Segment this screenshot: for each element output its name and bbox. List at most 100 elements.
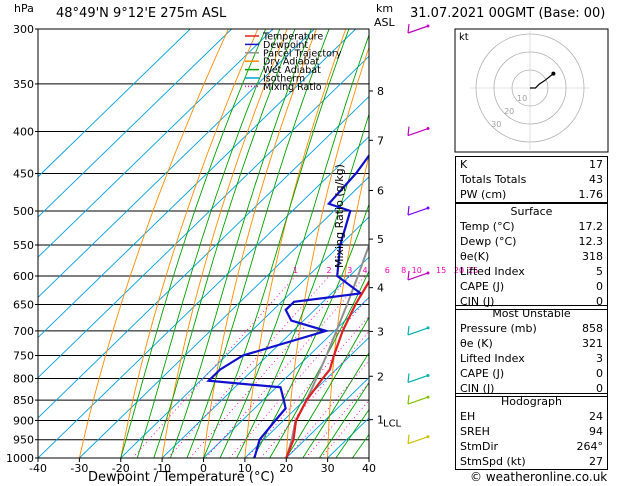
wet-adiabat-line: [252, 203, 369, 458]
legend-label: Temperature: [262, 32, 323, 43]
mu-thetae-row: θe (K) 321: [456, 336, 607, 351]
surface-temp-row: Temp (°C) 17.2: [456, 219, 607, 234]
legend-label: Mixing Ratio: [263, 82, 322, 93]
wind-barb: [407, 374, 429, 384]
temperature-tick-label: -30: [70, 462, 88, 475]
mixing-ratio-axis-label: Mixing Ratio (g/kg): [333, 164, 346, 268]
wet-adiabat-line: [153, 29, 296, 458]
pw-row: PW (cm) 1.76: [456, 187, 607, 202]
pressure-tick-label: 1000: [6, 452, 34, 465]
dry-adiabat-line: [120, 29, 259, 458]
sreh-row: SREH 94: [456, 424, 607, 439]
wind-barb: [407, 25, 429, 34]
wet-adiabat-line: [269, 270, 369, 458]
km-tick-label: 8: [377, 85, 384, 98]
surface-cape-label: CAPE (J): [460, 280, 505, 293]
wind-barb-feather: [407, 373, 410, 383]
wind-barb-feather: [407, 23, 410, 34]
mu-thetae-label: θe (K): [460, 337, 493, 350]
sreh-label: SREH: [460, 425, 490, 438]
dewpoint-profile: [206, 153, 369, 458]
location-title: 48°49'N 9°12'E 275m ASL: [56, 6, 227, 21]
wet-adiabat-line: [236, 112, 369, 458]
mixing-ratio-line: [167, 275, 330, 458]
temperature-tick-label: -10: [153, 462, 171, 475]
eh-row: EH 24: [456, 409, 607, 424]
surface-cin-label: CIN (J): [460, 295, 495, 308]
eh-value: 24: [589, 410, 603, 423]
mu-li-label: Lifted Index: [460, 352, 525, 365]
pw-value: 1.76: [578, 188, 604, 201]
surface-cin-row: CIN (J) 0: [456, 294, 607, 309]
mu-pressure-value: 858: [582, 322, 603, 335]
hodograph-ring-label: 10: [517, 94, 527, 103]
surface-cape-value: 0: [596, 280, 603, 293]
wind-barb-tip: [426, 127, 430, 131]
pressure-tick-label: 850: [13, 394, 34, 407]
pressure-tick-label: 350: [13, 78, 34, 91]
wind-barb-feather: [407, 395, 410, 405]
temperature-tick-label: 20: [279, 462, 293, 475]
temperature-tick-label: 10: [238, 462, 252, 475]
dry-adiabat-line: [285, 45, 369, 458]
dry-adiabat-line: [78, 29, 229, 458]
legend-label: Dry Adiabat: [263, 57, 320, 68]
wind-barb-feather: [407, 434, 410, 444]
surface-dewp-row: Dewp (°C) 12.3: [456, 234, 607, 249]
km-tick-label: 7: [377, 134, 384, 147]
mixing-ratio-label: 4: [363, 266, 368, 275]
wind-barb-tip: [426, 395, 430, 399]
wet-adiabat-line: [285, 316, 369, 458]
isotherm-line: [38, 29, 274, 258]
pressure-tick-label: 400: [13, 126, 34, 139]
surface-temp-label: Temp (°C): [460, 220, 515, 233]
wind-barb-feather: [407, 126, 410, 136]
mixing-ratio-label: 15: [436, 266, 446, 275]
km-tick-label: 1: [377, 414, 384, 427]
wet-adiabat-line: [186, 29, 330, 458]
legend-label: Dewpoint: [263, 40, 308, 51]
mixing-ratio-line: [305, 381, 369, 458]
mixing-ratio-label: 25: [468, 266, 478, 275]
wet-adiabat-line: [169, 29, 312, 458]
isotherm-line: [285, 377, 369, 458]
mu-li-value: 3: [596, 352, 603, 365]
mu-cin-row: CIN (J) 0: [456, 381, 607, 396]
pressure-tick-label: 650: [13, 299, 34, 312]
km-tick-label: 4: [377, 282, 384, 295]
mu-cape-row: CAPE (J) 0: [456, 366, 607, 381]
surface-panel: Surface Temp (°C) 17.2 Dewp (°C) 12.3 θe(K…: [455, 203, 608, 310]
pressure-tick-label: 450: [13, 167, 34, 180]
mixing-ratio-label: 3: [347, 266, 352, 275]
wind-barb: [407, 207, 429, 216]
mu-pressure-row: Pressure (mb) 858: [456, 321, 607, 336]
wind-barb: [407, 327, 429, 336]
legend-label: Wet Adiabat: [263, 65, 321, 76]
isotherm-line: [38, 29, 315, 298]
wind-barb-tip: [426, 24, 430, 28]
hodograph-endpoint: [551, 71, 556, 76]
surface-title: Surface: [510, 205, 553, 218]
wind-barb-tip: [426, 435, 430, 439]
km-tick-label: 6: [377, 184, 384, 197]
wind-barb: [407, 272, 429, 281]
isotherm-line: [79, 176, 369, 458]
mu-cin-value: 0: [596, 382, 603, 395]
mixing-ratio-label: 20: [454, 266, 464, 275]
wet-adiabat-line: [203, 29, 350, 458]
pressure-tick-label: 550: [13, 239, 34, 252]
mixing-ratio-line: [320, 399, 369, 458]
surface-li-label: Lifted Index: [460, 265, 525, 278]
km-tick-label: 3: [377, 325, 384, 338]
hpa-label: hPa: [14, 2, 34, 15]
pressure-tick-label: 950: [13, 434, 34, 447]
totals-totals-value: 43: [589, 173, 603, 186]
pressure-tick-label: 300: [13, 23, 34, 36]
stmdir-row: StmDir 264°: [456, 439, 607, 454]
wet-adiabat-line: [319, 381, 369, 458]
mu-cape-label: CAPE (J): [460, 367, 505, 380]
temperature-tick-label: 30: [321, 462, 335, 475]
mu-cin-label: CIN (J): [460, 382, 495, 395]
surface-dewp-label: Dewp (°C): [460, 235, 517, 248]
